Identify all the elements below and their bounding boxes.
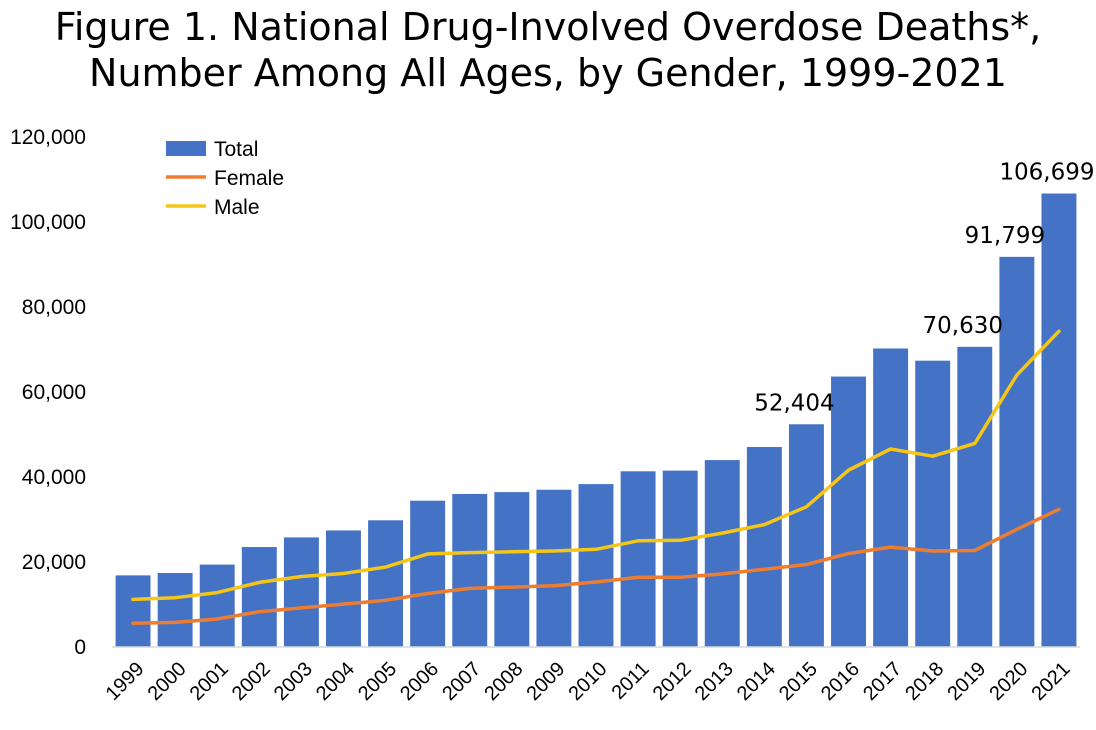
x-axis: 1999200020012002200320042005200620072008… (102, 658, 1075, 705)
bar-total-2013 (704, 460, 740, 647)
line-male (131, 329, 1061, 602)
bar-total-2004 (326, 530, 361, 647)
y-tick-label: 40,000 (22, 466, 86, 489)
bar-total-2008 (494, 492, 530, 647)
data-label-2019: 70,630 (923, 313, 1003, 339)
x-tick-label: 2021 (1027, 658, 1074, 705)
bar-total-2003 (283, 537, 319, 647)
legend-swatch-total (166, 141, 206, 156)
x-tick-label: 2003 (270, 658, 317, 705)
x-tick-label: 2017 (859, 658, 906, 705)
x-tick-label: 2016 (817, 658, 864, 705)
bar-total-2011 (620, 471, 656, 647)
bar-total-2009 (536, 489, 572, 647)
x-tick-label: 2006 (396, 658, 443, 705)
data-label-2015: 52,404 (754, 390, 834, 416)
bar-total-2012 (662, 470, 698, 647)
x-tick-label: 2014 (733, 658, 780, 705)
bar-total-2018 (915, 360, 951, 647)
bar-total-2001 (199, 564, 235, 647)
x-tick-label: 2009 (522, 658, 569, 705)
bar-total-2015 (788, 424, 824, 647)
data-label-2020: 91,799 (965, 223, 1045, 249)
x-tick-label: 2010 (565, 658, 612, 705)
legend-label-total: Total (214, 138, 258, 161)
bar-total-2020 (999, 256, 1035, 647)
bar-total-2014 (746, 447, 782, 647)
chart-title-line-2: Number Among All Ages, by Gender, 1999-2… (89, 51, 1007, 95)
x-tick-label: 2011 (608, 658, 654, 704)
bar-total-2010 (578, 484, 614, 647)
chart-title: Figure 1. National Drug-Involved Overdos… (0, 0, 1096, 96)
x-tick-label: 1999 (102, 658, 149, 705)
legend-label-female: Female (214, 167, 284, 190)
bar-total-2019 (957, 346, 993, 647)
x-tick-label: 2015 (775, 658, 822, 705)
legend: Total Female Male (166, 138, 284, 219)
x-tick-label: 2013 (691, 658, 738, 705)
line-female (131, 507, 1061, 625)
y-tick-label: 100,000 (10, 211, 86, 234)
bar-total-2002 (241, 547, 277, 647)
x-tick-label: 2002 (228, 658, 275, 705)
chart-title-line-1: Figure 1. National Drug-Involved Overdos… (54, 5, 1042, 49)
x-tick-label: 2020 (985, 658, 1032, 705)
y-tick-label: 20,000 (22, 551, 86, 574)
bar-total-2007 (452, 493, 488, 647)
bar-total-2005 (368, 520, 404, 647)
bar-total-2016 (831, 376, 866, 647)
x-tick-label: 2000 (144, 658, 191, 705)
y-axis: 0 20,000 40,000 60,000 80,000 100,000 120,000 (10, 126, 86, 659)
bar-total-2006 (410, 500, 446, 647)
bar-total-2021 (1041, 193, 1077, 648)
y-tick-label: 60,000 (22, 381, 86, 404)
y-tick-label: 80,000 (22, 296, 86, 319)
y-tick-label: 120,000 (10, 126, 86, 149)
data-labels: 52,404 70,630 91,799 106,699 (754, 160, 1094, 417)
x-tick-label: 2005 (354, 658, 401, 705)
bar-total-2017 (873, 348, 909, 647)
x-tick-label: 2001 (186, 658, 233, 705)
y-tick-label: 0 (74, 636, 86, 659)
x-tick-label: 2018 (901, 658, 948, 705)
x-tick-label: 2019 (943, 658, 990, 705)
bar-total-2000 (157, 572, 193, 647)
lines-group (131, 329, 1061, 625)
bar-total-1999 (115, 575, 151, 647)
x-tick-label: 2008 (480, 658, 527, 705)
x-tick-label: 2012 (649, 658, 696, 705)
x-tick-label: 2007 (438, 658, 485, 705)
x-tick-label: 2004 (312, 658, 359, 705)
bars-group (115, 193, 1077, 648)
legend-label-male: Male (214, 196, 260, 219)
data-label-2021: 106,699 (999, 160, 1094, 186)
